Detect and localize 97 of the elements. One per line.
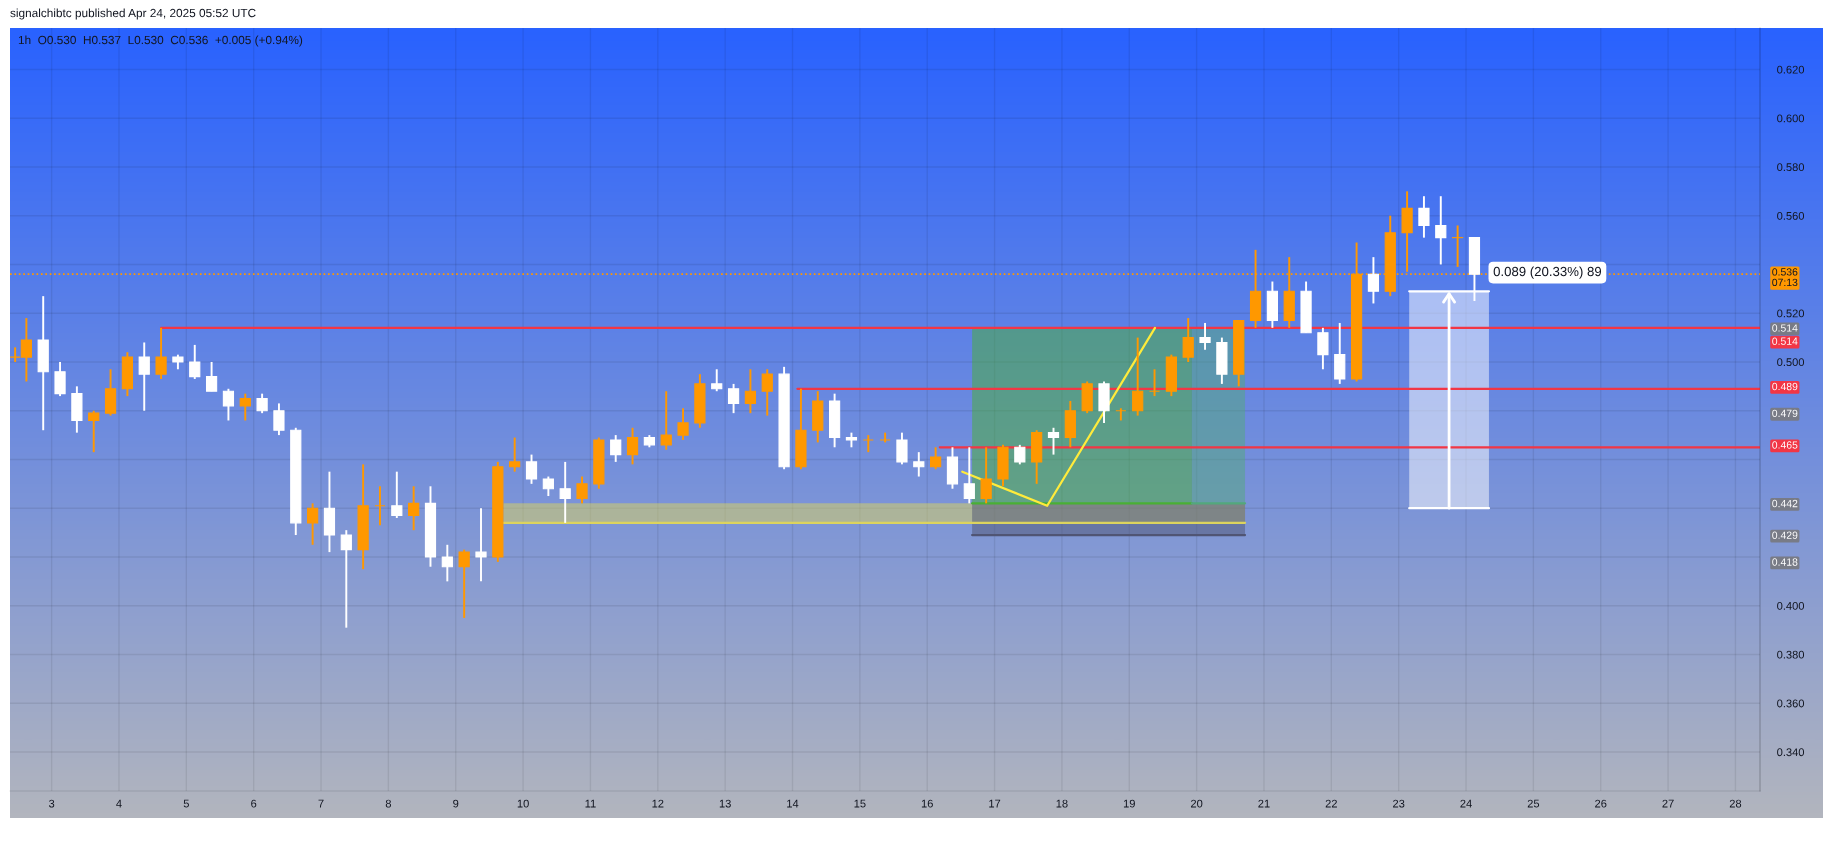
x-tick-label: 15 (854, 799, 866, 808)
y-tick-label: 0.620 (1777, 65, 1805, 74)
candlestick (307, 502, 319, 546)
candlestick (1115, 407, 1127, 422)
candlestick (660, 390, 672, 451)
x-tick-label: 21 (1258, 799, 1270, 808)
x-tick-label: 27 (1662, 799, 1674, 808)
candlestick (525, 453, 538, 485)
text: 1h O0.530 H0.537 L0.530 C0.536 +0.005 (+0.94%) (18, 35, 303, 47)
x-tick-label: 28 (1729, 799, 1742, 808)
candlestick (1047, 426, 1060, 456)
x-tick-label: 20 (1191, 799, 1203, 808)
x-tick-label: 18 (1056, 799, 1068, 808)
candlestick (54, 360, 66, 398)
candlestick (930, 446, 942, 471)
candlestick (1199, 321, 1211, 351)
candlestick (896, 431, 908, 466)
ref-line-label: 0.536 07:13 (1772, 268, 1798, 287)
x-tick-label: 9 (453, 799, 459, 808)
data-label: 0.465 (1772, 441, 1798, 449)
candlestick (1418, 195, 1430, 239)
x-tick-label: 12 (652, 799, 664, 808)
candlestick (542, 475, 554, 498)
x-tick-label: 22 (1325, 799, 1337, 808)
candlestick (1317, 326, 1329, 371)
candlestick (475, 507, 487, 583)
y-tick-label: 0.600 (1777, 114, 1805, 123)
candlestick (1367, 256, 1380, 305)
candlestick (963, 446, 975, 505)
y-tick-label: 0.560 (1777, 211, 1805, 220)
x-tick-label: 10 (517, 799, 529, 808)
candlestick (610, 434, 622, 463)
y-tick-label: 0.360 (1777, 699, 1805, 708)
data-label: 0.514 (1772, 337, 1798, 345)
candlestick (626, 426, 639, 466)
x-tick-label: 23 (1393, 799, 1405, 808)
candlestick (222, 387, 235, 422)
candlestick (155, 326, 167, 380)
x-tick-label: 13 (719, 799, 731, 808)
data-label: 0.489 (1772, 382, 1798, 391)
y-tick-label: 0.380 (1777, 650, 1805, 659)
candlestick (408, 485, 420, 532)
y2-tick-label: 0.418 (1772, 558, 1798, 566)
candlestick (1435, 195, 1447, 266)
candlestick (509, 436, 521, 473)
candlestick (1182, 317, 1194, 363)
candlestick (88, 409, 100, 454)
candlestick (441, 543, 453, 583)
x-tick-label: 7 (318, 799, 324, 808)
x-tick-label: 3 (48, 799, 55, 808)
y2-tick-label: 0.514 (1772, 324, 1798, 332)
candlestick (744, 368, 757, 415)
candlestick (1452, 224, 1464, 268)
candlestick (913, 451, 925, 478)
x-tick-label: 4 (116, 799, 122, 808)
candlestick (239, 392, 251, 422)
candlestick (1132, 336, 1144, 417)
y-tick-label: 0.400 (1777, 602, 1805, 610)
y-tick-label: 0.520 (1777, 309, 1805, 318)
candlestick (576, 475, 588, 505)
x-tick-label: 5 (183, 799, 189, 808)
x-tick-label: 8 (385, 799, 391, 808)
x-tick-label: 26 (1595, 799, 1607, 808)
y2-tick-label: 0.479 (1772, 409, 1798, 418)
candlestick (256, 392, 268, 415)
y-tick-label: 0.340 (1777, 748, 1805, 757)
candlestick (374, 485, 386, 527)
x-tick-label: 25 (1527, 799, 1540, 808)
x-tick-label: 17 (989, 799, 1001, 808)
y-tick-label: 0.500 (1777, 358, 1805, 367)
y-tick-label: 0.580 (1777, 163, 1805, 172)
candlestick (189, 343, 201, 380)
chart-title: signalchibtc published Apr 24, 2025 05:52 UTC (10, 8, 256, 20)
candlestick (205, 360, 218, 393)
candlestick (391, 470, 403, 519)
candlestick (862, 434, 874, 454)
y2-tick-label: 0.442 (1772, 499, 1798, 508)
candlestick (340, 529, 352, 629)
y2-tick-label: 0.429 (1772, 531, 1798, 539)
candlestick (980, 446, 992, 505)
candlestick (458, 548, 470, 619)
candlestick (273, 402, 285, 437)
candlestick (761, 368, 773, 417)
x-tick-label: 24 (1460, 799, 1472, 808)
x-tick-label: 11 (585, 799, 596, 808)
x-tick-label: 16 (921, 799, 933, 808)
candlestick (711, 368, 723, 393)
candlestick (677, 407, 689, 441)
x-tick-label: 14 (787, 799, 799, 808)
candlestick (1148, 368, 1161, 398)
candlestick (727, 382, 740, 415)
annotation: 0.089 (20.33%) 89 (1493, 266, 1602, 279)
candlestick (559, 460, 571, 524)
candlestick (1014, 443, 1026, 466)
x-tick-label: 6 (251, 799, 257, 808)
x-tick-label: 19 (1123, 799, 1135, 808)
candlestick (138, 341, 150, 412)
